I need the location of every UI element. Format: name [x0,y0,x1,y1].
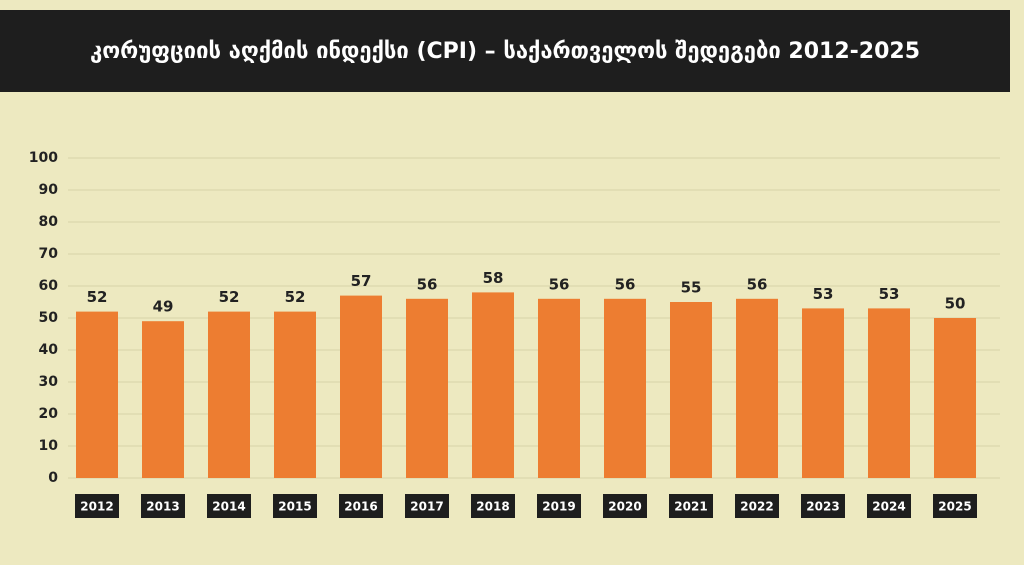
x-tick-label: 2024 [872,500,905,514]
value-label: 57 [351,272,372,290]
value-label: 50 [945,295,966,313]
x-label-box [141,494,185,518]
x-tick-label: 2023 [806,500,839,514]
x-label-box [933,494,977,518]
x-tick-label: 2012 [80,500,113,514]
bar [934,318,976,478]
value-label: 52 [87,288,108,306]
value-label: 56 [747,275,768,293]
value-label: 53 [813,285,834,303]
x-label-box [405,494,449,518]
x-label-box [537,494,581,518]
x-label-box [867,494,911,518]
value-label: 56 [615,275,636,293]
bar [208,311,250,478]
x-label-box [75,494,119,518]
y-tick-label: 100 [29,150,58,166]
y-tick-label: 60 [39,278,59,294]
x-label-box [471,494,515,518]
x-tick-label: 2015 [278,500,311,514]
x-tick-label: 2013 [146,500,179,514]
value-label: 56 [417,275,438,293]
bar [142,321,184,478]
bar [340,295,382,478]
bar [406,298,448,478]
bar [76,311,118,478]
x-tick-label: 2016 [344,500,377,514]
x-label-box [801,494,845,518]
y-tick-label: 70 [39,246,59,262]
value-label: 49 [153,298,174,316]
y-tick-label: 20 [39,406,59,422]
x-tick-label: 2020 [608,500,641,514]
x-label-box [273,494,317,518]
bar [538,298,580,478]
bar [604,298,646,478]
x-label-box [339,494,383,518]
y-tick-label: 30 [39,374,59,390]
x-label-box [207,494,251,518]
y-tick-label: 80 [39,214,59,230]
value-label: 52 [219,288,240,306]
x-tick-label: 2021 [674,500,707,514]
y-tick-label: 10 [39,438,59,454]
x-label-box [735,494,779,518]
x-tick-label: 2019 [542,500,575,514]
y-tick-label: 40 [39,342,59,358]
bar [670,302,712,478]
bar [802,308,844,478]
bar [868,308,910,478]
bar [472,292,514,478]
bar [274,311,316,478]
y-tick-label: 0 [48,470,58,486]
x-label-box [669,494,713,518]
value-label: 55 [681,279,702,297]
value-label: 58 [483,269,504,287]
x-tick-label: 2022 [740,500,773,514]
value-label: 52 [285,288,306,306]
x-tick-label: 2018 [476,500,509,514]
bar [736,298,778,478]
x-label-box [603,494,647,518]
y-tick-label: 90 [39,182,59,198]
y-tick-label: 50 [39,310,59,326]
x-tick-label: 2017 [410,500,443,514]
x-tick-label: 2014 [212,500,245,514]
value-label: 56 [549,275,570,293]
chart-title: კორუფციის აღქმის ინდექსი (CPI) – საქართვ… [90,39,920,64]
title-banner [0,10,1010,92]
value-label: 53 [879,285,900,303]
x-tick-label: 2025 [938,500,971,514]
